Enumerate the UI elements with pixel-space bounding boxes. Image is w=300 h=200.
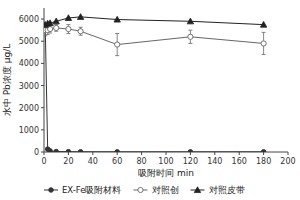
legend-item: 对照创: [134, 185, 179, 195]
x-tick-label: 100: [158, 157, 173, 166]
y-tick: [41, 152, 44, 153]
y-tick-label: 1000: [19, 126, 39, 135]
point: [261, 150, 266, 152]
legend-label: EX-Fe吸附材料: [62, 185, 122, 195]
x-tick: [166, 152, 167, 155]
plot-area: [44, 14, 267, 152]
point: [188, 150, 193, 152]
y-tick: [41, 85, 44, 86]
point: [261, 41, 266, 46]
series-line: [45, 26, 263, 152]
x-tick-label: 60: [112, 157, 122, 166]
x-tick-label: 160: [232, 157, 247, 166]
point: [66, 26, 71, 31]
series-line: [45, 28, 263, 45]
series: [44, 23, 266, 152]
x-tick: [68, 152, 69, 155]
point: [187, 18, 193, 24]
point: [114, 16, 120, 22]
error-bar: [79, 27, 83, 35]
point: [66, 149, 71, 152]
x-tick-label: 180: [256, 157, 271, 166]
point: [260, 21, 266, 27]
point: [53, 18, 59, 24]
y-tick-label: 4000: [19, 59, 39, 68]
error-bar: [66, 25, 70, 34]
point: [48, 149, 53, 152]
legend-marker: [194, 187, 200, 193]
x-axis-label: 吸附时间 min: [138, 168, 194, 178]
x-tick: [92, 152, 93, 155]
x-tick: [288, 152, 289, 155]
legend-label: 对照创: [152, 185, 179, 195]
x-tick: [214, 152, 215, 155]
point: [115, 150, 120, 152]
x-tick: [239, 152, 240, 155]
point: [54, 25, 59, 30]
error-bar: [262, 32, 266, 54]
x-tick-label: 140: [207, 157, 222, 166]
point: [65, 15, 71, 21]
page: {"chart_data": {"type": "line", "xlabel"…: [0, 0, 300, 200]
x-tick: [141, 152, 142, 155]
axes: 0204060801001201401601802000100020003000…: [19, 8, 296, 166]
point: [77, 14, 83, 20]
y-tick: [41, 107, 44, 108]
x-tick: [263, 152, 264, 155]
x-tick-label: 200: [280, 157, 295, 166]
legend-label: 对照皮带: [209, 185, 245, 195]
y-tick: [41, 19, 44, 20]
point: [54, 149, 59, 152]
legend-item: 对照皮带: [191, 185, 245, 195]
legend-marker: [138, 187, 143, 192]
chart: 0204060801001201401601802000100020003000…: [0, 0, 300, 200]
x-tick-label: 80: [137, 157, 147, 166]
error-bar: [54, 25, 58, 32]
point: [115, 42, 120, 47]
y-tick-label: 6000: [19, 15, 39, 24]
point: [78, 149, 83, 152]
x-tick: [190, 152, 191, 155]
y-axis-label: 水中 Pb浓度 μg/L: [2, 44, 12, 116]
series: [44, 14, 267, 28]
x-tick: [117, 152, 118, 155]
y-tick-label: 5000: [19, 37, 39, 46]
point: [47, 20, 53, 26]
y-tick-label: 3000: [19, 82, 39, 91]
legend-item: EX-Fe吸附材料: [44, 185, 122, 195]
point: [78, 29, 83, 34]
x-tick-label: 0: [41, 157, 46, 166]
series: [44, 25, 266, 56]
error-bar: [188, 30, 192, 43]
x-tick-label: 120: [183, 157, 198, 166]
y-tick: [41, 129, 44, 130]
x-tick-label: 40: [88, 157, 98, 166]
y-tick: [41, 63, 44, 64]
x-tick-label: 20: [63, 157, 73, 166]
legend: EX-Fe吸附材料 对照创 对照皮带: [44, 185, 245, 195]
y-tick: [41, 41, 44, 42]
error-bar: [115, 33, 119, 55]
y-tick-label: 2000: [19, 104, 39, 113]
y-tick-label: 0: [34, 148, 39, 157]
legend-marker: [49, 188, 54, 193]
point: [188, 34, 193, 39]
